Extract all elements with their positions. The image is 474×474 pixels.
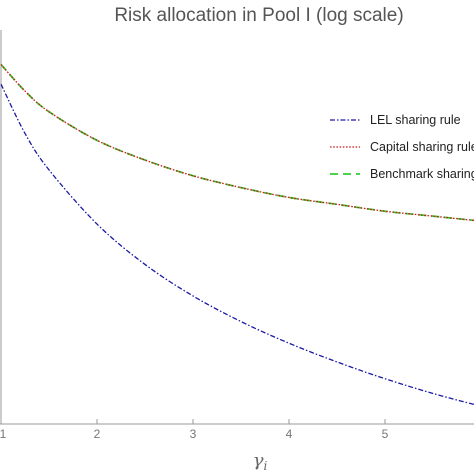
axes (0, 30, 474, 425)
series-line-capital-sharing-rule (0, 64, 474, 222)
series-line-lel-sharing-rule (0, 83, 474, 406)
legend-label: LEL sharing rule (370, 113, 461, 127)
x-tick-label: 4 (286, 427, 293, 441)
x-tick-label: 3 (190, 427, 197, 441)
chart-title: Risk allocation in Pool I (log scale) (114, 5, 403, 26)
x-tick-label: 1 (0, 427, 7, 441)
x-tick-label: 2 (94, 427, 101, 441)
x-tick-label: 5 (382, 427, 389, 441)
x-axis-label-main: γ (253, 450, 264, 471)
legend-label: Capital sharing rule (370, 140, 474, 154)
legend-label: Benchmark sharing rule (370, 167, 474, 181)
x-axis-label: γi (253, 450, 268, 473)
x-axis-label-sub: i (263, 459, 267, 473)
x-ticks: 1 2 3 4 5 (0, 419, 389, 441)
legend: LEL sharing rule Capital sharing rule Benc… (330, 113, 474, 181)
series-layer (0, 63, 474, 406)
